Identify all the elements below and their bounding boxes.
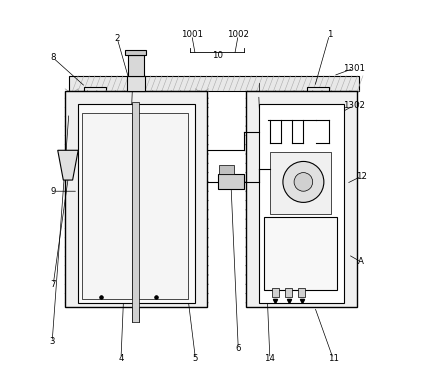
Bar (132, 102, 139, 321)
Bar (307, 87, 330, 132)
Text: 6: 6 (236, 344, 241, 353)
Bar (69, 76, 359, 91)
Text: 9: 9 (51, 187, 56, 196)
Circle shape (294, 172, 313, 191)
Bar (272, 288, 279, 297)
Bar (125, 50, 146, 55)
Text: 4: 4 (118, 354, 124, 363)
Bar (78, 104, 195, 303)
Text: 1002: 1002 (227, 30, 249, 39)
Bar (296, 128, 341, 143)
Text: 1301: 1301 (342, 64, 365, 73)
Bar (73, 128, 117, 143)
Text: 8: 8 (51, 54, 56, 63)
Bar (298, 288, 305, 297)
Text: 11: 11 (328, 354, 338, 363)
Bar (82, 113, 132, 299)
Polygon shape (58, 150, 78, 180)
Bar (128, 56, 144, 76)
Text: 14: 14 (264, 354, 276, 363)
Bar (127, 76, 145, 91)
Bar (218, 174, 244, 189)
Bar (259, 104, 344, 303)
Bar (65, 91, 206, 307)
Bar (281, 91, 303, 143)
Text: 10: 10 (212, 51, 222, 60)
Text: 7: 7 (51, 280, 56, 289)
Text: 12: 12 (356, 172, 367, 181)
Bar (138, 113, 188, 299)
Text: 1: 1 (326, 30, 332, 39)
Bar (264, 217, 337, 290)
Text: 1001: 1001 (181, 30, 203, 39)
Text: 2: 2 (115, 34, 120, 43)
Text: A: A (358, 258, 364, 267)
Text: 5: 5 (193, 354, 198, 363)
Bar (219, 165, 234, 174)
Bar (285, 288, 292, 297)
Text: 3: 3 (49, 338, 55, 346)
Bar (246, 91, 358, 307)
Bar (270, 152, 331, 213)
Bar (84, 87, 106, 132)
Text: 1302: 1302 (342, 101, 365, 110)
Circle shape (283, 162, 324, 202)
Bar (277, 141, 307, 150)
